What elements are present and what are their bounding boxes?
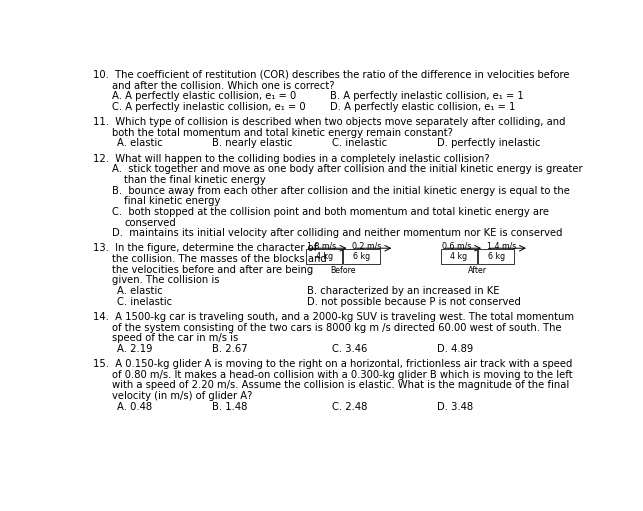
Text: C. inelastic: C. inelastic: [332, 138, 387, 148]
Text: given. The collision is: given. The collision is: [112, 275, 219, 285]
Text: C.  both stopped at the collision point and both momentum and total kinetic ener: C. both stopped at the collision point a…: [112, 207, 548, 217]
Text: A. 2.19: A. 2.19: [117, 344, 152, 354]
Text: C. 2.48: C. 2.48: [332, 402, 367, 412]
Text: D. 3.48: D. 3.48: [437, 402, 473, 412]
Text: D. not possible because P is not conserved: D. not possible because P is not conserv…: [307, 296, 521, 307]
Text: 13.  In the figure, determine the character of: 13. In the figure, determine the charact…: [93, 244, 317, 253]
Text: B. nearly elastic: B. nearly elastic: [212, 138, 293, 148]
Text: B. characterized by an increased in KE: B. characterized by an increased in KE: [307, 286, 500, 296]
Text: 4 kg: 4 kg: [316, 252, 333, 261]
Text: 11.  Which type of collision is described when two objects move separately after: 11. Which type of collision is described…: [93, 117, 565, 127]
Text: and after the collision. Which one is correct?: and after the collision. Which one is co…: [112, 81, 334, 90]
Text: C. A perfectly inelastic collision, e₁ = 0: C. A perfectly inelastic collision, e₁ =…: [112, 102, 305, 112]
Text: After: After: [468, 266, 487, 275]
Text: C. 3.46: C. 3.46: [332, 344, 367, 354]
Text: C. inelastic: C. inelastic: [117, 296, 172, 307]
Text: D. A perfectly elastic collision, e₁ = 1: D. A perfectly elastic collision, e₁ = 1: [330, 102, 515, 112]
Text: D.  maintains its initial velocity after colliding and neither momentum nor KE i: D. maintains its initial velocity after …: [112, 228, 562, 238]
Bar: [306, 249, 343, 264]
Text: final kinetic energy: final kinetic energy: [124, 196, 221, 206]
Text: A. 0.48: A. 0.48: [117, 402, 152, 412]
Text: the velocities before and after are being: the velocities before and after are bein…: [112, 265, 313, 275]
Text: both the total momentum and total kinetic energy remain constant?: both the total momentum and total kineti…: [112, 128, 453, 138]
Text: conserved: conserved: [124, 218, 176, 227]
Text: 15.  A 0.150-kg glider A is moving to the right on a horizontal, frictionless ai: 15. A 0.150-kg glider A is moving to the…: [93, 359, 572, 369]
Text: 14.  A 1500-kg car is traveling south, and a 2000-kg SUV is traveling west. The : 14. A 1500-kg car is traveling south, an…: [93, 312, 574, 322]
Text: B. A perfectly inelastic collision, e₁ = 1: B. A perfectly inelastic collision, e₁ =…: [330, 91, 523, 101]
Text: 6 kg: 6 kg: [487, 252, 505, 261]
Text: B.  bounce away from each other after collision and the initial kinetic energy i: B. bounce away from each other after col…: [112, 185, 570, 196]
Bar: [478, 249, 514, 264]
Text: A. elastic: A. elastic: [117, 138, 163, 148]
Text: A. elastic: A. elastic: [117, 286, 163, 296]
Text: B. 2.67: B. 2.67: [212, 344, 248, 354]
Text: 4 kg: 4 kg: [450, 252, 467, 261]
Text: D. 4.89: D. 4.89: [437, 344, 473, 354]
Text: velocity (in m/s) of glider A?: velocity (in m/s) of glider A?: [112, 391, 252, 401]
Text: B. 1.48: B. 1.48: [212, 402, 248, 412]
Text: 6 kg: 6 kg: [353, 252, 370, 261]
Text: speed of the car in m/s is: speed of the car in m/s is: [112, 333, 238, 343]
Text: Before: Before: [331, 266, 356, 275]
Text: 12.  What will happen to the colliding bodies in a completely inelastic collisio: 12. What will happen to the colliding bo…: [93, 154, 489, 164]
Text: A.  stick together and move as one body after collision and the initial kinetic : A. stick together and move as one body a…: [112, 165, 583, 174]
Text: 1.4 m/s: 1.4 m/s: [487, 242, 516, 251]
Text: of 0.80 m/s. It makes a head-on collision with a 0.300-kg glider B which is movi: of 0.80 m/s. It makes a head-on collisio…: [112, 370, 572, 380]
Bar: [440, 249, 477, 264]
Text: the collision. The masses of the blocks and: the collision. The masses of the blocks …: [112, 254, 327, 264]
Text: 0.2 m/s: 0.2 m/s: [352, 242, 381, 251]
Text: of the system consisting of the two cars is 8000 kg m /s directed 60.00 west of : of the system consisting of the two cars…: [112, 322, 561, 333]
Text: 1.8 m/s: 1.8 m/s: [307, 242, 336, 251]
Text: D. perfectly inelastic: D. perfectly inelastic: [437, 138, 540, 148]
Text: 10.  The coefficient of restitution (COR) describes the ratio of the difference : 10. The coefficient of restitution (COR)…: [93, 70, 569, 80]
Text: A. A perfectly elastic collision, e₁ = 0: A. A perfectly elastic collision, e₁ = 0: [112, 91, 296, 101]
Text: with a speed of 2.20 m/s. Assume the collision is elastic. What is the magnitude: with a speed of 2.20 m/s. Assume the col…: [112, 380, 569, 390]
Bar: [343, 249, 380, 264]
Text: than the final kinetic energy: than the final kinetic energy: [124, 175, 266, 185]
Text: 0.6 m/s: 0.6 m/s: [442, 242, 471, 251]
